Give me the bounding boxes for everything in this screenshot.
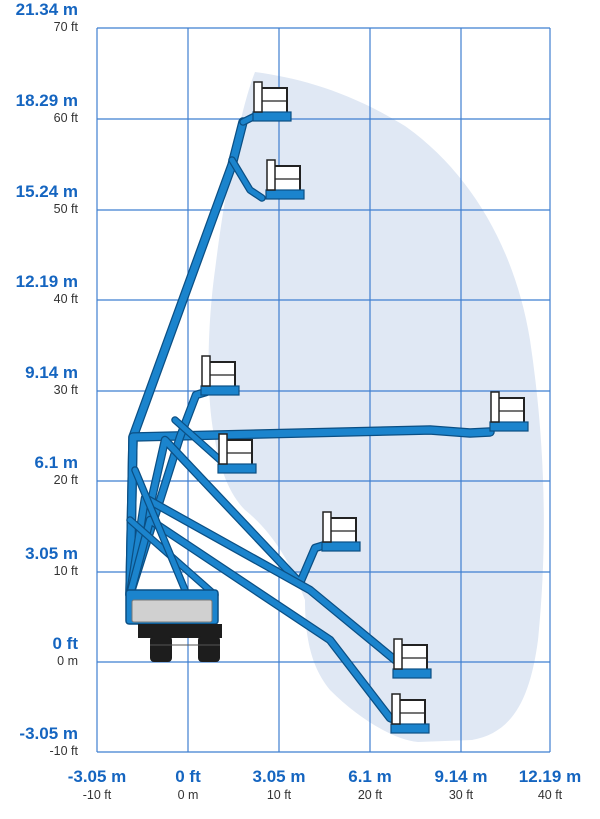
- platform-basket: [321, 511, 361, 552]
- platform-floor: [390, 723, 430, 734]
- y-tick-metric: 21.34 m: [15, 0, 78, 19]
- platform-post: [391, 693, 401, 725]
- x-tick-imperial: 40 ft: [537, 788, 563, 802]
- machine-base: [125, 589, 222, 662]
- platform-floor: [200, 385, 240, 396]
- x-tick-metric: 9.14 m: [434, 767, 488, 786]
- x-tick-imperial: 30 ft: [448, 788, 474, 802]
- envelope-area: [208, 72, 544, 742]
- platform-basket: [489, 391, 529, 432]
- platform-basket: [217, 433, 257, 474]
- y-tick-imperial: 20 ft: [53, 473, 78, 487]
- boom-segment: [126, 426, 494, 599]
- boom-segment: [229, 157, 265, 201]
- platform-floor: [265, 189, 305, 200]
- platform-basket: [200, 355, 240, 396]
- boom-segment: [132, 467, 188, 593]
- y-tick-imperial: 40 ft: [53, 292, 78, 306]
- x-tick-metric: -3.05 m: [67, 767, 127, 786]
- platform-post: [218, 433, 228, 465]
- platform-floor: [252, 111, 292, 122]
- platform-floor: [489, 421, 529, 432]
- front-wheel: [150, 636, 172, 662]
- y-tick-metric: 3.05 m: [25, 544, 78, 563]
- platform-post: [253, 81, 263, 113]
- y-tick-imperial: 30 ft: [53, 383, 78, 397]
- rear-wheel: [198, 636, 220, 662]
- platform-post: [393, 638, 403, 670]
- y-tick-metric: -3.05 m: [19, 724, 78, 743]
- working-envelope: [208, 72, 544, 742]
- x-tick-metric: 3.05 m: [252, 767, 306, 786]
- platform-basket: [390, 693, 430, 734]
- x-tick-imperial: -10 ft: [82, 788, 112, 802]
- platform-floor: [321, 541, 361, 552]
- x-tick-imperial: 0 m: [177, 788, 199, 802]
- x-tick-metric: 6.1 m: [348, 767, 392, 786]
- platform-post: [201, 355, 211, 387]
- platform-post: [490, 391, 500, 423]
- x-tick-metric: 0 ft: [175, 767, 201, 786]
- platform-basket: [252, 81, 292, 122]
- x-tick-imperial: 20 ft: [357, 788, 383, 802]
- x-tick-imperial: 10 ft: [266, 788, 292, 802]
- grid: [96, 27, 551, 753]
- y-tick-imperial: 10 ft: [53, 564, 78, 578]
- platform-basket: [392, 638, 432, 679]
- y-tick-metric: 0 ft: [52, 634, 79, 653]
- y-tick-metric: 12.19 m: [15, 272, 78, 291]
- boom-positions: [125, 81, 529, 734]
- counterweight: [131, 599, 213, 623]
- platform-post: [322, 511, 332, 543]
- y-tick-metric: 15.24 m: [15, 182, 78, 201]
- platform-basket: [265, 159, 305, 200]
- platform-floor: [217, 463, 257, 474]
- x-tick-metric: 12.19 m: [518, 767, 582, 786]
- platform-post: [266, 159, 276, 191]
- y-tick-imperial: 50 ft: [53, 202, 78, 216]
- y-tick-imperial: 0 m: [57, 654, 78, 668]
- y-tick-imperial: 70 ft: [53, 20, 78, 34]
- y-tick-imperial: -10 ft: [49, 744, 79, 758]
- platform-floor: [392, 668, 432, 679]
- y-tick-metric: 9.14 m: [25, 363, 78, 382]
- y-tick-metric: 6.1 m: [34, 453, 78, 472]
- y-tick-imperial: 60 ft: [53, 111, 78, 125]
- y-tick-metric: 18.29 m: [15, 91, 78, 110]
- chassis: [138, 624, 222, 638]
